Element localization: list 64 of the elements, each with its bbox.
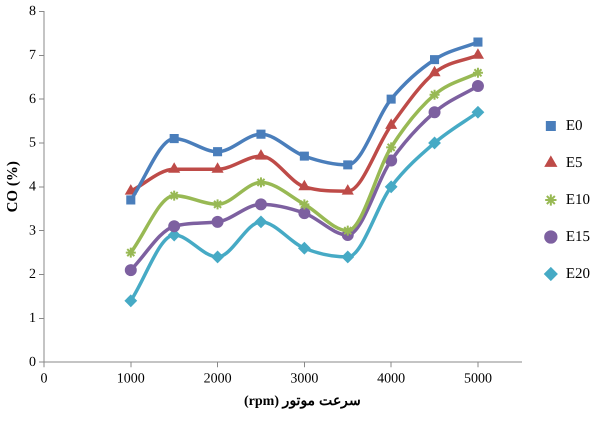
point <box>428 88 441 101</box>
legend-label: E15 <box>566 228 590 245</box>
point <box>472 80 484 92</box>
point <box>430 55 440 64</box>
x-axis-title: سرعت موتور (rpm) <box>242 393 362 410</box>
x-tick-label: 5000 <box>464 371 492 386</box>
point <box>212 163 223 173</box>
legend-label: E0 <box>566 118 583 134</box>
point <box>212 250 224 263</box>
y-tick-label: 1 <box>29 311 36 326</box>
point <box>385 154 398 166</box>
point <box>254 198 267 210</box>
point <box>126 195 136 204</box>
legend-label: E10 <box>566 192 590 208</box>
y-tick-label: 5 <box>29 136 36 151</box>
y-tick-label: 2 <box>29 267 36 282</box>
point <box>298 198 310 210</box>
point <box>254 216 267 228</box>
point <box>124 294 137 307</box>
x-tick-label: 4000 <box>377 371 406 386</box>
y-tick-label: 6 <box>29 92 36 107</box>
point <box>212 198 224 210</box>
point <box>385 141 398 154</box>
point <box>342 224 354 237</box>
y-tick-label: 4 <box>29 179 36 194</box>
x-tick-label: 3000 <box>290 371 318 386</box>
y-tick-label: 3 <box>29 223 36 238</box>
point <box>298 207 310 220</box>
point <box>124 246 137 259</box>
point <box>386 94 396 104</box>
point <box>386 119 396 129</box>
point <box>472 66 484 79</box>
x-tick-label: 1000 <box>116 371 145 386</box>
point <box>428 106 441 118</box>
x-tick-label: 2000 <box>204 371 232 386</box>
point <box>168 163 180 173</box>
point <box>256 130 266 139</box>
point <box>342 250 354 263</box>
point <box>124 264 137 276</box>
point <box>298 242 310 254</box>
point <box>473 38 482 47</box>
point <box>428 136 441 149</box>
point <box>168 220 180 232</box>
point <box>472 49 484 59</box>
point <box>343 160 352 170</box>
y-axis-title: CO (%) <box>4 161 21 212</box>
point <box>125 185 136 195</box>
point <box>256 150 266 160</box>
point <box>342 185 354 195</box>
point <box>170 134 179 144</box>
y-tick-label: 0 <box>29 354 36 370</box>
point <box>429 66 440 76</box>
point <box>254 176 267 188</box>
point <box>213 147 222 156</box>
y-tick-label: 7 <box>29 48 36 63</box>
point <box>472 106 484 118</box>
legend-label: E20 <box>566 266 590 282</box>
legend-label: E5 <box>566 154 583 171</box>
x-tick-label: 0 <box>40 371 48 386</box>
y-tick-label: 8 <box>29 4 36 20</box>
point <box>299 180 310 190</box>
point <box>300 152 309 161</box>
point <box>385 180 398 193</box>
point <box>212 216 224 228</box>
